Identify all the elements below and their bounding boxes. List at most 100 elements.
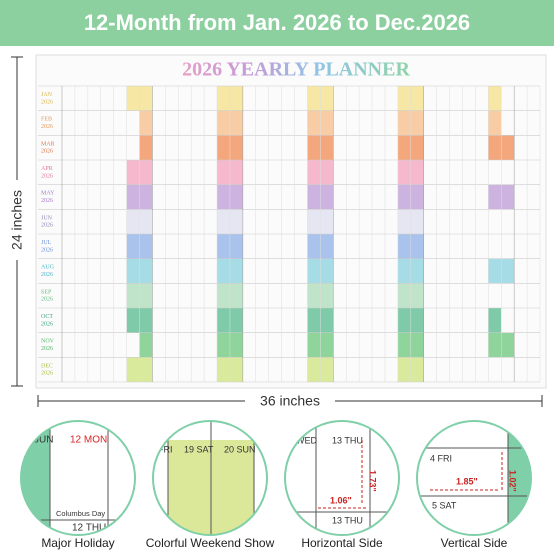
weekend-cell (488, 184, 502, 210)
weekend-cell (307, 184, 321, 210)
weekend-cell (139, 283, 153, 308)
year-label: 2026 (41, 321, 53, 327)
detail-caption: Vertical Side (441, 536, 508, 550)
month-label: APR (41, 166, 53, 172)
weekend-cell (501, 184, 515, 210)
weekend-cell (410, 357, 424, 382)
month-label: MAR (41, 141, 55, 147)
weekend-cell (217, 332, 230, 358)
weekend-cell (410, 308, 424, 333)
weekend-cell (217, 184, 230, 210)
weekend-cell (397, 86, 411, 111)
weekend-cell (410, 332, 424, 358)
detail-caption: Colorful Weekend Show (146, 536, 275, 550)
weekend-cell (410, 135, 424, 160)
detail-text: 1.73" (368, 470, 378, 492)
weekend-cell (217, 135, 230, 160)
label-bg (9, 180, 25, 260)
weekend-cell (307, 308, 321, 333)
weekend-cell (229, 332, 243, 358)
weekend-cell (139, 234, 153, 259)
detail-text: Columbus Day (56, 509, 105, 518)
detail-text: 4 FRI (430, 453, 452, 463)
detail-text: 12 MON (70, 435, 107, 446)
weekend-cell (397, 209, 411, 234)
weekend-cell (139, 258, 153, 284)
weekend-cell (307, 160, 321, 185)
label-bg (245, 393, 335, 409)
weekend-cell (397, 258, 411, 284)
weekend-cell (229, 234, 243, 259)
weekend-cell (320, 86, 334, 111)
detail-caption: Major Holiday (41, 536, 114, 550)
weekend-cell (410, 209, 424, 234)
month-label: SEP (41, 289, 52, 295)
weekend-cell (229, 135, 243, 160)
detail-ring (284, 420, 400, 536)
weekend-cell (307, 332, 321, 358)
weekend-cell (229, 86, 243, 111)
year-label: 2026 (41, 149, 53, 155)
weekend-cell (320, 184, 334, 210)
weekend-cell (397, 283, 411, 308)
weekend-cell (320, 110, 334, 136)
month-label: JAN (41, 92, 53, 98)
weekend-cell (320, 308, 334, 333)
weekend-cell (410, 160, 424, 185)
year-label: 2026 (41, 173, 53, 179)
weekend-cell (229, 160, 243, 185)
weekend-cell (488, 110, 502, 136)
detail-text: 12 THU (72, 523, 106, 534)
weekend-cell (410, 234, 424, 259)
weekend-cell (217, 209, 230, 234)
detail-text: 1.85" (456, 476, 478, 486)
weekend-cell (217, 160, 230, 185)
detail-text: 19 SAT (184, 444, 214, 454)
month-label: OCT (41, 314, 53, 320)
weekend-cell (229, 258, 243, 284)
weekend-cell (501, 332, 515, 358)
weekend-cell (139, 357, 153, 382)
weekend-cell (488, 308, 502, 333)
weekend-cell (126, 160, 140, 185)
weekend-cell (217, 86, 230, 111)
weekend-cell (307, 283, 321, 308)
weekend-cell (139, 110, 153, 136)
year-label: 2026 (41, 297, 53, 303)
weekend-cell (320, 258, 334, 284)
weekend-cell (410, 86, 424, 111)
weekend-cell (139, 184, 153, 210)
width-label: 36 inches (260, 393, 320, 409)
year-label: 2026 (41, 198, 53, 204)
year-label: 2026 (41, 247, 53, 253)
weekend-cell (307, 258, 321, 284)
month-label: JUL (41, 240, 52, 246)
planner-title: 2026 YEARLY PLANNER (182, 59, 410, 81)
weekend-cell (501, 258, 515, 284)
detail-text: 1.06" (330, 495, 352, 505)
weekend-cell (307, 110, 321, 136)
weekend-cell (397, 308, 411, 333)
weekend-cell (397, 332, 411, 358)
weekend-cell (320, 332, 334, 358)
weekend-cell (139, 160, 153, 185)
weekend-cell (217, 308, 230, 333)
weekend-cell (139, 308, 153, 333)
weekend-cell (126, 308, 140, 333)
header-bar (0, 0, 554, 46)
month-label: AUG (41, 265, 55, 271)
weekend-cell (501, 135, 515, 160)
weekend-cell (126, 86, 140, 111)
weekend-cell (397, 184, 411, 210)
weekend-cell (307, 209, 321, 234)
weekend-cell (320, 234, 334, 259)
month-label: JUN (41, 215, 53, 221)
month-label: MAY (41, 191, 55, 197)
weekend-cell (397, 160, 411, 185)
month-label: NOV (41, 339, 55, 345)
header-title: 12-Month from Jan. 2026 to Dec.2026 (84, 10, 470, 35)
weekend-cell (410, 283, 424, 308)
detail-text: JUN (34, 435, 53, 446)
planner (35, 54, 547, 389)
